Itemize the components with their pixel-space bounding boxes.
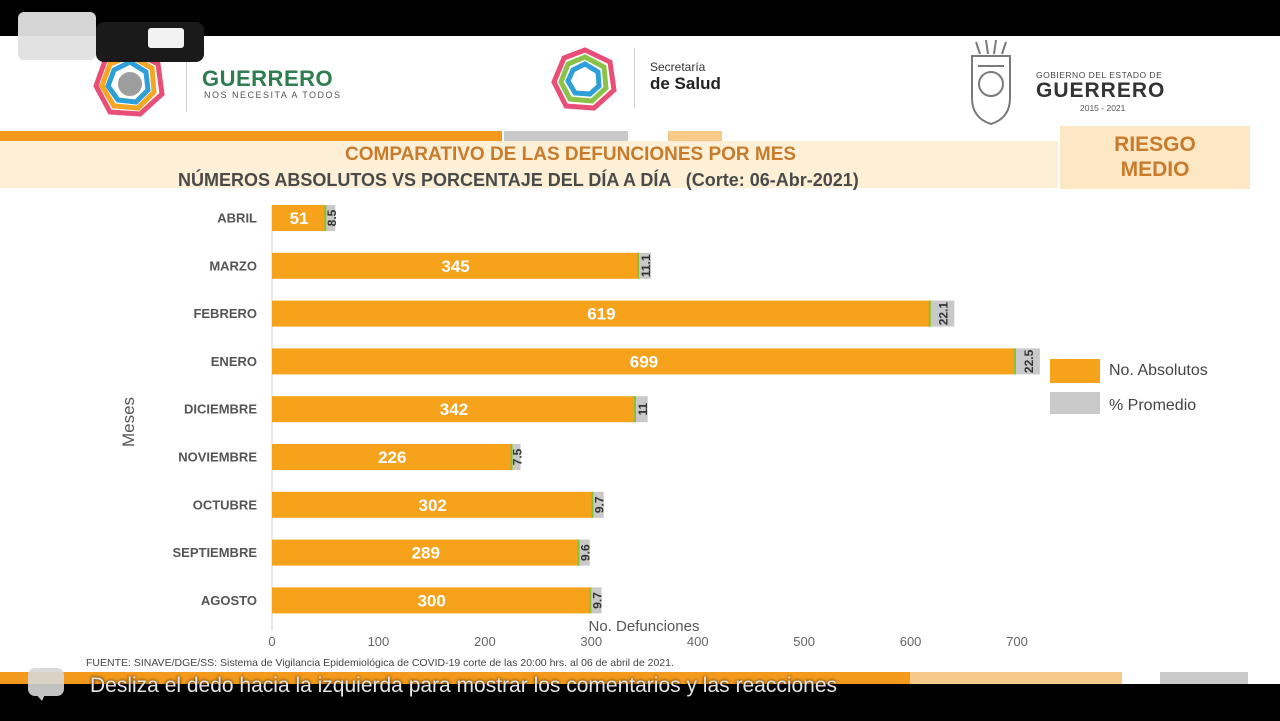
percent-label: 22.1 bbox=[937, 302, 951, 326]
guerrero-logo bbox=[93, 47, 165, 117]
percent-label: 11 bbox=[636, 403, 650, 416]
value-label: 342 bbox=[440, 400, 468, 419]
percent-label: 11.1 bbox=[639, 254, 653, 277]
chart-subtitle: NÚMEROS ABSOLUTOS VS PORCENTAJE DEL DÍA … bbox=[178, 170, 859, 190]
bar-absolute bbox=[272, 539, 580, 566]
category-label: AGOSTO bbox=[201, 593, 257, 608]
gov-line1: GOBIERNO DEL ESTADO DE bbox=[1036, 70, 1163, 80]
bar-chart: 0 100 200 300 400 500 600 700 No. Defunciones Mes… bbox=[119, 205, 1208, 649]
bar-separator bbox=[633, 396, 636, 423]
value-label: 289 bbox=[412, 544, 440, 563]
x-tick-label: 700 bbox=[1006, 634, 1028, 649]
x-tick-label: 200 bbox=[474, 634, 496, 649]
blurred-region bbox=[18, 12, 96, 60]
bar-separator bbox=[324, 205, 327, 231]
bar-separator bbox=[577, 539, 580, 566]
percent-label: 9.7 bbox=[590, 592, 604, 609]
risk-line2: MEDIO bbox=[1120, 158, 1190, 181]
value-label: 345 bbox=[441, 257, 469, 276]
bar-percent bbox=[579, 539, 590, 566]
value-label: 51 bbox=[290, 209, 309, 228]
legend-label-percent: % Promedio bbox=[1109, 397, 1196, 414]
band-gray bbox=[504, 131, 628, 141]
health-line1: Secretaría bbox=[650, 60, 706, 74]
legend-swatch-absolute bbox=[1050, 359, 1100, 383]
slide: GUERRERO NOS NECESITA A TODOS Secretaría… bbox=[0, 36, 1280, 684]
category-label: MARZO bbox=[209, 258, 257, 273]
bar-absolute bbox=[272, 444, 513, 470]
x-tick-label: 100 bbox=[368, 634, 390, 649]
comment-icon[interactable] bbox=[28, 668, 64, 701]
x-tick-label: 600 bbox=[900, 634, 922, 649]
percent-label: 8.5 bbox=[325, 209, 339, 226]
value-label: 699 bbox=[630, 352, 658, 371]
percent-label: 9.6 bbox=[579, 544, 593, 561]
blurred-region-dark bbox=[96, 22, 204, 62]
bar-absolute bbox=[272, 300, 931, 327]
legend-label-absolute: No. Absolutos bbox=[1109, 362, 1208, 379]
percent-label: 9.7 bbox=[593, 496, 607, 513]
coat-of-arms-icon bbox=[971, 39, 1011, 126]
category-label: FEBRERO bbox=[193, 306, 257, 321]
value-label: 226 bbox=[378, 448, 406, 467]
risk-line1: RIESGO bbox=[1114, 133, 1196, 156]
bar-absolute bbox=[272, 348, 1016, 375]
chart-title: COMPARATIVO DE LAS DEFUNCIONES POR MES bbox=[345, 144, 797, 165]
band-light bbox=[668, 131, 722, 141]
category-label: DICIEMBRE bbox=[184, 402, 257, 417]
bar-separator bbox=[928, 300, 931, 327]
bar-absolute bbox=[272, 587, 592, 614]
legend-swatch-percent bbox=[1050, 392, 1100, 414]
bar-absolute bbox=[272, 396, 636, 423]
y-axis-label: Meses bbox=[119, 397, 138, 447]
value-label: 302 bbox=[419, 496, 447, 515]
bar-absolute bbox=[272, 205, 327, 231]
bar-percent bbox=[635, 396, 648, 423]
x-tick-label: 500 bbox=[793, 634, 815, 649]
health-line2: de Salud bbox=[650, 74, 721, 93]
brand-tagline: NOS NECESITA A TODOS bbox=[204, 90, 342, 100]
category-label: OCTUBRE bbox=[193, 497, 258, 512]
bar-absolute bbox=[272, 252, 640, 279]
salud-logo bbox=[551, 47, 617, 111]
gov-line2: GUERRERO bbox=[1036, 79, 1166, 102]
bar-separator bbox=[637, 252, 640, 279]
bottom-band-light bbox=[910, 672, 1122, 684]
risk-badge: RIESGO MEDIO bbox=[1060, 126, 1250, 189]
bar-percent bbox=[1015, 348, 1040, 375]
percent-label: 7.5 bbox=[511, 448, 525, 465]
title-band bbox=[0, 141, 1058, 188]
category-label: ENERO bbox=[211, 354, 257, 369]
category-label: SEPTIEMBRE bbox=[172, 545, 257, 560]
category-label: ABRIL bbox=[217, 211, 257, 226]
bar-percent bbox=[591, 587, 602, 614]
bar-percent bbox=[512, 444, 521, 470]
bar-separator bbox=[591, 491, 594, 518]
bar-percent bbox=[326, 205, 336, 231]
bar-percent bbox=[639, 252, 651, 279]
x-tick-label: 400 bbox=[687, 634, 709, 649]
bar-absolute bbox=[272, 491, 594, 518]
percent-label: 22.5 bbox=[1022, 349, 1036, 373]
bar-percent bbox=[930, 300, 955, 327]
value-label: 619 bbox=[587, 305, 615, 324]
value-label: 300 bbox=[417, 591, 445, 610]
bar-separator bbox=[589, 587, 592, 614]
bar-percent bbox=[593, 491, 604, 518]
source-note: FUENTE: SINAVE/DGE/SS: Sistema de Vigila… bbox=[86, 657, 674, 669]
bar-separator bbox=[1013, 348, 1016, 375]
swipe-hint: Desliza el dedo hacia la izquierda para … bbox=[90, 674, 838, 697]
x-tick-label: 0 bbox=[268, 634, 275, 649]
gov-years: 2015 - 2021 bbox=[1080, 103, 1126, 113]
bottom-band-orange bbox=[0, 672, 910, 684]
brand-name: GUERRERO bbox=[202, 66, 334, 91]
category-label: NOVIEMBRE bbox=[178, 450, 257, 465]
bar-separator bbox=[510, 444, 513, 470]
band-orange bbox=[0, 131, 502, 141]
x-axis-label: No. Defunciones bbox=[589, 618, 700, 635]
bottom-band-gray bbox=[1160, 672, 1248, 684]
x-tick-label: 300 bbox=[580, 634, 602, 649]
